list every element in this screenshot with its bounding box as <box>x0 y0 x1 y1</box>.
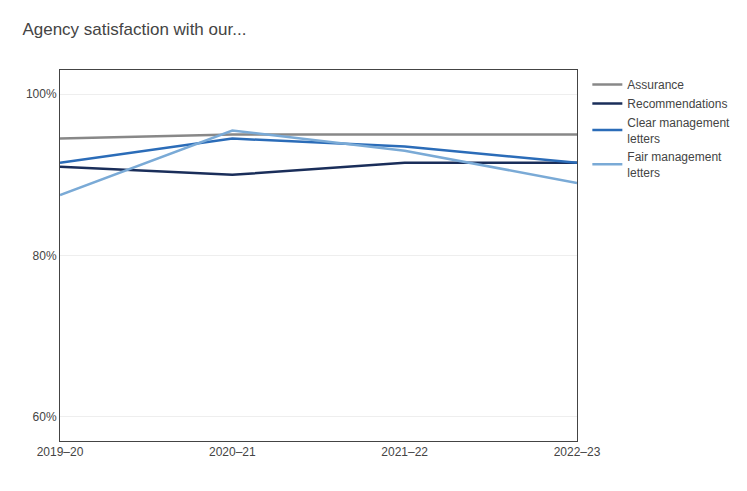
svg-text:100%: 100% <box>26 87 57 101</box>
svg-text:Agency satisfaction with our..: Agency satisfaction with our... <box>22 20 246 39</box>
svg-text:Assurance: Assurance <box>627 78 684 92</box>
svg-text:Fair managementletters: Fair managementletters <box>627 150 722 180</box>
svg-text:Recommendations: Recommendations <box>627 97 727 111</box>
svg-text:2022–23: 2022–23 <box>554 445 601 459</box>
svg-text:Clear managementletters: Clear managementletters <box>627 116 730 146</box>
svg-text:2019–20: 2019–20 <box>37 445 84 459</box>
svg-text:60%: 60% <box>33 410 57 424</box>
svg-text:80%: 80% <box>33 249 57 263</box>
svg-text:2021–22: 2021–22 <box>381 445 428 459</box>
svg-text:2020–21: 2020–21 <box>209 445 256 459</box>
